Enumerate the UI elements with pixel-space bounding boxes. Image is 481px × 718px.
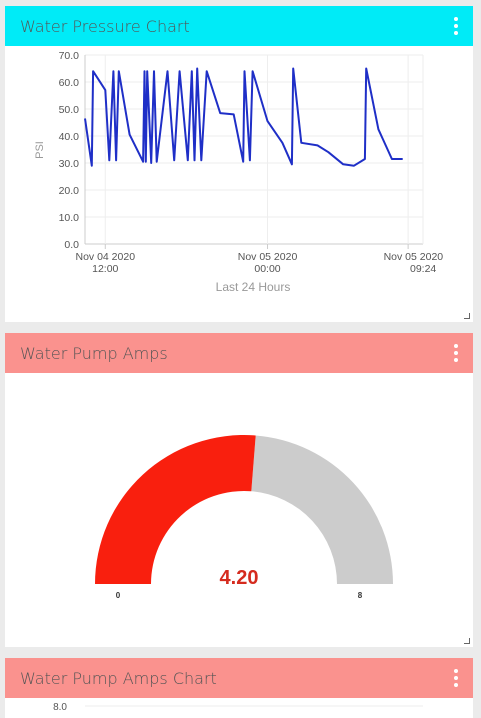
menu-dots-icon[interactable] — [451, 344, 461, 362]
water-pump-amps-chart-title: Water Pump Amps Chart — [20, 668, 217, 688]
pressure-series-line — [84, 67, 403, 167]
water-pressure-widget: Water Pressure Chart PSI Last 24 Hours 0… — [5, 6, 473, 322]
x-tick-label-time: 00:00 — [254, 263, 280, 275]
water-pump-amps-chart-widget: Water Pump Amps Chart 8.0 — [5, 658, 473, 718]
x-tick-label-date: Nov 04 2020 — [76, 251, 136, 263]
x-tick-label-date: Nov 05 2020 — [384, 251, 444, 263]
gauge-track — [251, 435, 393, 584]
amps-chart-preview: 8.0 — [53, 702, 423, 713]
x-axis-label: Last 24 Hours — [216, 280, 291, 294]
gauge-max-label: 8 — [358, 591, 363, 600]
y-tick-label: 30.0 — [59, 158, 80, 170]
x-tick-label-time: 12:00 — [92, 263, 118, 275]
water-pressure-header: Water Pressure Chart — [5, 6, 473, 46]
amps-chart-first-tick: 8.0 — [53, 702, 67, 713]
gauge-value: 4.20 — [220, 567, 259, 589]
water-pump-amps-title: Water Pump Amps — [20, 343, 168, 363]
x-tick-label-date: Nov 05 2020 — [238, 251, 298, 263]
water-pressure-title: Water Pressure Chart — [20, 16, 190, 36]
menu-dots-icon[interactable] — [451, 669, 461, 687]
y-tick-label: 60.0 — [59, 77, 80, 89]
y-tick-label: 20.0 — [59, 185, 80, 197]
y-tick-label: 0.0 — [64, 239, 79, 251]
y-tick-label: 50.0 — [59, 104, 80, 116]
y-tick-label: 10.0 — [59, 212, 80, 224]
y-tick-label: 70.0 — [59, 50, 80, 62]
resize-corner-icon[interactable] — [464, 313, 470, 319]
gauge-fill — [95, 435, 256, 584]
water-pump-amps-widget: Water Pump Amps 4.20 0 8 — [5, 333, 473, 647]
amps-gauge: 4.20 0 8 — [95, 435, 393, 600]
pressure-line-chart: PSI Last 24 Hours 0.0 10.0 20.0 30.0 40.0 50.… — [34, 50, 444, 294]
y-axis-label: PSI — [34, 141, 46, 159]
x-tick-label-time: 09:24 — [410, 263, 436, 275]
water-pump-amps-chart-header: Water Pump Amps Chart — [5, 658, 473, 698]
y-tick-label: 40.0 — [59, 131, 80, 143]
menu-dots-icon[interactable] — [451, 17, 461, 35]
water-pump-amps-header: Water Pump Amps — [5, 333, 473, 373]
resize-corner-icon[interactable] — [464, 638, 470, 644]
gauge-min-label: 0 — [116, 591, 121, 600]
